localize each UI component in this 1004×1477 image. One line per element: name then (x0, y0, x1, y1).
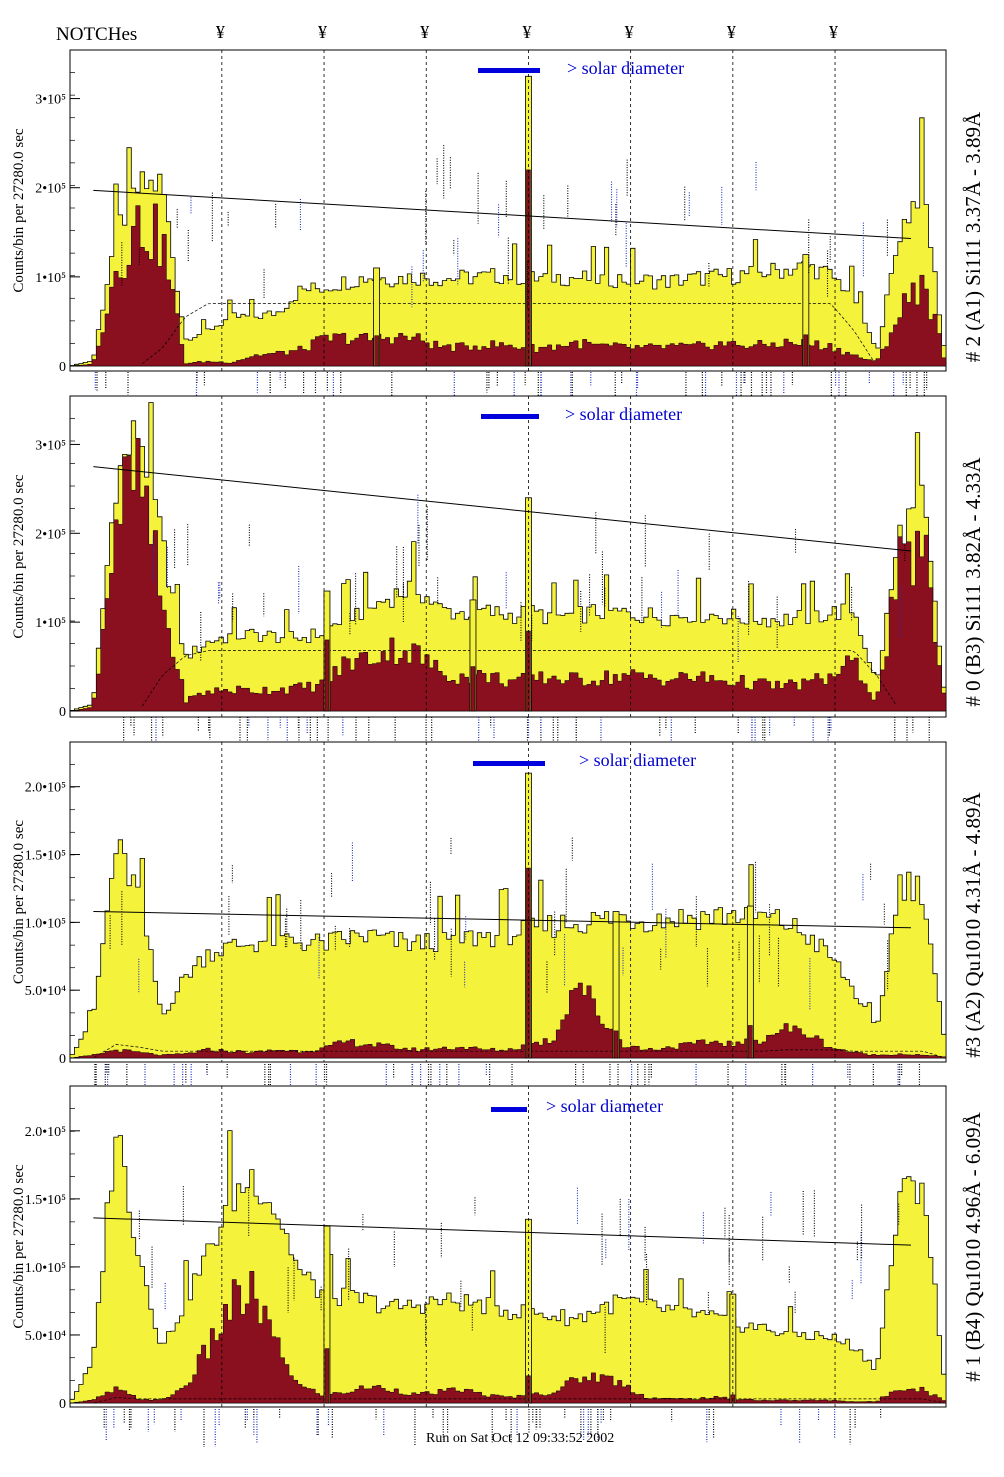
solar-diameter-label: > solar diameter (546, 1096, 663, 1116)
notch-marker-5: ¥ (625, 22, 634, 42)
y-tick-label-2: 1•10⁵ (35, 616, 66, 631)
y-axis-label: Counts/bin per 27280.0 sec (11, 1164, 27, 1328)
peak-partial-3 (470, 666, 476, 712)
total-counts-histogram (69, 402, 947, 712)
notch-marker-2: ¥ (318, 22, 327, 42)
solar-diameter-label: > solar diameter (565, 404, 682, 424)
threshold-line (142, 303, 874, 364)
y-tick-label-4: 1.5•10⁵ (25, 1193, 66, 1208)
y-tick-label-3: 1.0•10⁵ (25, 916, 66, 931)
y-axis-label: Counts/bin per 27280.0 sec (11, 820, 27, 984)
notch-marker-3: ¥ (420, 22, 429, 42)
y-tick-label-3: 1.0•10⁵ (25, 1261, 66, 1276)
notch-marker-6: ¥ (727, 22, 736, 42)
y-axis-label: Counts/bin per 27280.0 sec (11, 128, 27, 292)
panel-title: # 0 (B3) Si111 3.82Å - 4.33Å (961, 457, 985, 707)
panel-2: 0 1•10⁵ 2•10⁵ 3•10⁵ Counts/bin per 27280.0 s… (11, 395, 985, 755)
y-tick-label-1: 0 (59, 1397, 66, 1412)
peak-partial-2 (613, 1030, 619, 1059)
solar-diameter-bar (473, 761, 545, 766)
peak-partial-2 (374, 335, 379, 367)
notch-markers: ¥ ¥ ¥ ¥ ¥ ¥ ¥ (216, 22, 838, 42)
panel-title: # 2 (A1) Si111 3.37Å - 3.89Å (961, 111, 985, 362)
y-tick-label-1: 0 (59, 705, 66, 720)
y-tick-label-3: 2•10⁵ (35, 527, 66, 542)
slope-reference-line (93, 189, 911, 240)
slope-reference-line (93, 466, 912, 552)
threshold-line (142, 650, 896, 707)
solar-diameter-label: > solar diameter (579, 750, 696, 770)
solar-diameter-label: > solar diameter (567, 58, 684, 78)
line-id-markers (94, 145, 928, 410)
y-tick-label-5: 2.0•10⁵ (25, 1125, 66, 1140)
threshold-line (93, 1044, 944, 1058)
run-timestamp: Run on Sat Oct 12 09:33:52 2002 (426, 1431, 614, 1446)
slope-reference-line (93, 910, 911, 929)
y-tick-label-5: 2.0•10⁵ (25, 781, 66, 796)
peak-partial-1 (526, 867, 531, 1059)
y-tick-label-2: 5.0•10⁴ (25, 984, 66, 999)
panel-title: # 1 (B4) Qu1010 4.96Å - 6.09Å (961, 1111, 985, 1381)
y-tick-label-1: 0 (59, 360, 66, 375)
y-tick-label-4: 3•10⁵ (35, 438, 66, 453)
solar-diameter-bar (481, 414, 539, 419)
panel-4: 0 5.0•10⁴ 1.0•10⁵ 1.5•10⁵ 2.0•10⁵ Counts/bin … (11, 1085, 985, 1447)
notches-label: NOTCHes (56, 24, 137, 45)
slope-reference-line (93, 1217, 911, 1246)
solar-diameter-bar (478, 68, 540, 73)
y-tick-label-4: 1.5•10⁵ (25, 849, 66, 864)
total-counts-histogram (69, 1130, 947, 1404)
peak-partial-2 (324, 1348, 330, 1404)
y-tick-label-1: 0 (59, 1052, 66, 1067)
peak-partial-3 (748, 1025, 753, 1059)
panel-1: 0 1•10⁵ 2•10⁵ 3•10⁵ Counts/bin per 27280.0 s… (11, 49, 985, 410)
y-tick-label-3: 2•10⁵ (35, 182, 66, 197)
panel-title: #3 (A2) Qu1010 4.31Å - 4.89Å (961, 791, 985, 1057)
total-counts-histogram (69, 839, 947, 1059)
notch-marker-4: ¥ (522, 22, 531, 42)
y-axis-label: Counts/bin per 27280.0 sec (11, 474, 27, 638)
y-tick-label-2: 1•10⁵ (35, 271, 66, 286)
line-id-markers (103, 1186, 900, 1447)
panel-3: 0 5.0•10⁴ 1.0•10⁵ 1.5•10⁵ 2.0•10⁵ Counts/bin … (11, 741, 985, 1102)
notch-marker-7: ¥ (829, 22, 838, 42)
threshold-line (94, 1397, 944, 1404)
notch-marker-1: ¥ (216, 22, 225, 42)
partial-counts-histogram (69, 1271, 947, 1404)
y-tick-label-2: 5.0•10⁴ (25, 1329, 66, 1344)
partial-counts-histogram (69, 982, 947, 1059)
partial-counts-histogram (69, 438, 947, 712)
peak-partial-3 (803, 334, 809, 367)
y-tick-label-4: 3•10⁵ (35, 93, 66, 108)
peak-partial-2 (324, 639, 330, 712)
solar-diameter-bar (491, 1107, 527, 1112)
